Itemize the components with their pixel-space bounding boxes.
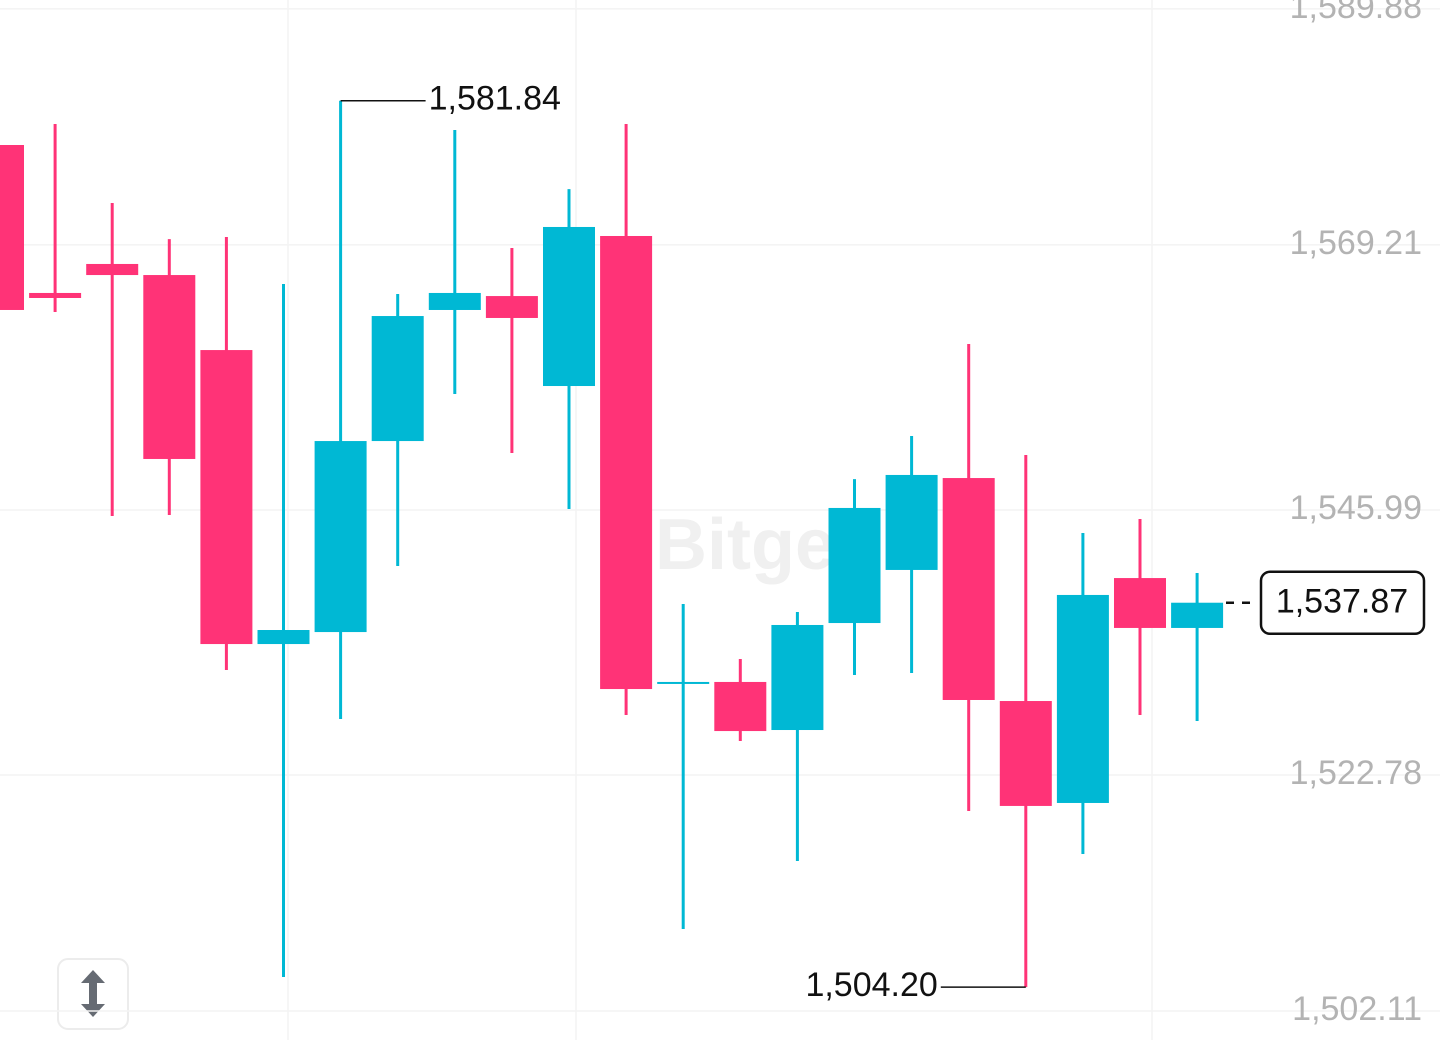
candle-body xyxy=(428,292,481,310)
annotation-label: 1,504.20 xyxy=(805,966,937,1004)
candle-body xyxy=(200,350,253,645)
candle-body xyxy=(543,226,595,387)
candle-body xyxy=(1114,578,1166,628)
watermark: Bitget xyxy=(655,505,859,585)
candle-body xyxy=(1171,602,1224,628)
y-tick-label: 1,589.88 xyxy=(1290,0,1422,26)
annotation-label: 1,581.84 xyxy=(429,80,561,118)
candle-body xyxy=(1056,594,1109,803)
candle-body xyxy=(143,275,196,459)
candle-body xyxy=(485,296,538,318)
candle-body xyxy=(942,478,995,700)
toggle-button[interactable] xyxy=(57,958,129,1030)
candle-body xyxy=(657,681,710,684)
candle-body xyxy=(999,701,1052,806)
candle-body xyxy=(314,441,367,633)
button-icon xyxy=(81,970,105,1017)
y-tick-label: 1,522.78 xyxy=(1290,754,1422,792)
candle-body xyxy=(86,263,139,276)
last-price-box xyxy=(1259,570,1426,635)
y-tick-label: 1,502.11 xyxy=(1292,990,1422,1028)
y-tick-label: 1,545.99 xyxy=(1290,489,1422,527)
candle-body xyxy=(29,292,82,298)
last-price-label: 1,537.87 xyxy=(1276,583,1408,621)
candle-body xyxy=(257,630,310,645)
candle-body xyxy=(771,624,824,731)
candle-body xyxy=(371,316,424,442)
candle-body xyxy=(600,235,653,690)
candle-body xyxy=(885,474,938,570)
candle-body xyxy=(0,144,24,310)
candle-body xyxy=(828,507,881,624)
y-tick-label: 1,569.21 xyxy=(1290,224,1422,262)
candle-body xyxy=(714,681,767,732)
